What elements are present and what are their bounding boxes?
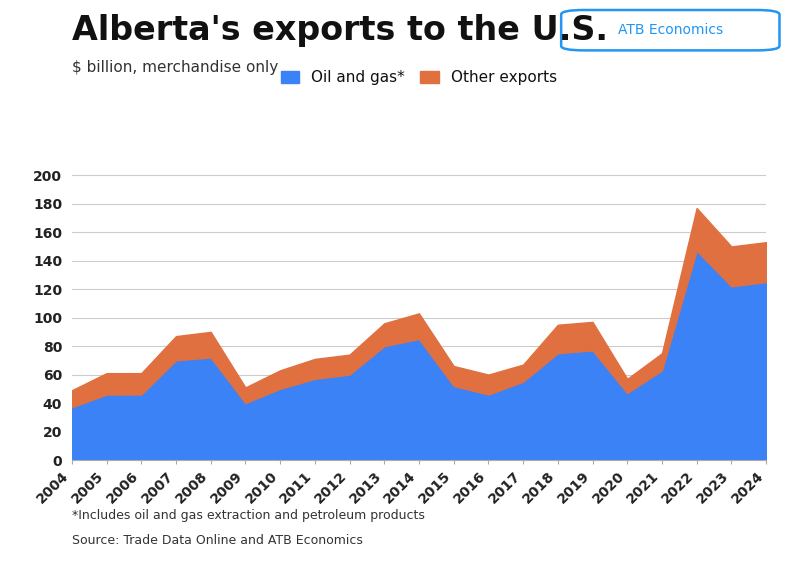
Legend: Oil and gas*, Other exports: Oil and gas*, Other exports: [281, 70, 557, 85]
Text: *Includes oil and gas extraction and petroleum products: *Includes oil and gas extraction and pet…: [72, 509, 425, 522]
Text: ATB Economics: ATB Economics: [618, 23, 723, 37]
FancyBboxPatch shape: [561, 10, 780, 51]
Text: $ billion, merchandise only: $ billion, merchandise only: [72, 60, 278, 75]
Text: Source: Trade Data Online and ATB Economics: Source: Trade Data Online and ATB Econom…: [72, 534, 363, 547]
Text: Alberta's exports to the U.S.: Alberta's exports to the U.S.: [72, 14, 608, 47]
